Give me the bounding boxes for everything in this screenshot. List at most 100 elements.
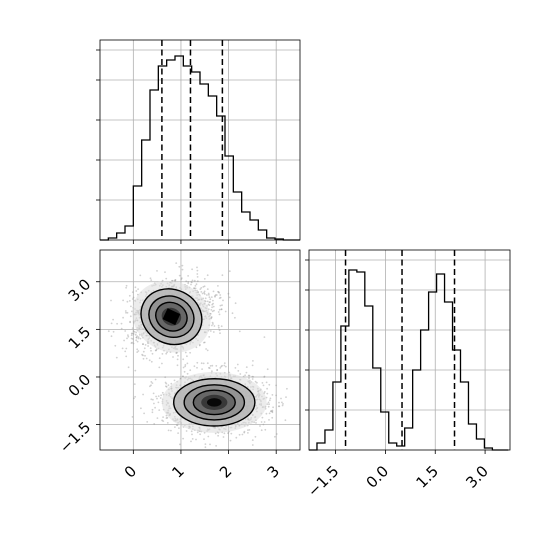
scatter-point bbox=[219, 304, 222, 307]
scatter-point bbox=[199, 288, 202, 290]
scatter-point bbox=[203, 438, 205, 440]
scatter-point bbox=[134, 333, 137, 336]
scatter-point bbox=[132, 342, 135, 345]
scatter-point bbox=[236, 363, 239, 366]
scatter-point bbox=[164, 381, 167, 384]
scatter-point bbox=[125, 311, 127, 314]
scatter-point bbox=[200, 287, 203, 289]
scatter-point bbox=[241, 433, 244, 436]
scatter-point bbox=[256, 381, 258, 384]
grid bbox=[309, 250, 510, 450]
scatter-point bbox=[271, 394, 274, 396]
contour-line bbox=[148, 295, 195, 338]
scatter-point bbox=[281, 404, 284, 407]
scatter-point bbox=[203, 290, 206, 293]
scatter-point bbox=[127, 366, 130, 369]
scatter-point bbox=[229, 439, 232, 442]
scatter-point bbox=[235, 436, 238, 439]
x-tick-label: 2 bbox=[216, 462, 235, 481]
scatter-point bbox=[196, 431, 199, 434]
scatter-point bbox=[186, 372, 189, 375]
scatter-point bbox=[244, 374, 247, 377]
scatter-point bbox=[132, 338, 134, 340]
scatter-point bbox=[278, 401, 280, 404]
scatter-point bbox=[205, 348, 208, 350]
scatter-point bbox=[125, 284, 128, 287]
panel-frame bbox=[99, 39, 301, 241]
scatter-point bbox=[154, 378, 157, 381]
scatter-point bbox=[175, 262, 178, 264]
scatter-point bbox=[133, 383, 136, 385]
scatter-point bbox=[286, 387, 288, 390]
scatter-point bbox=[209, 298, 212, 301]
scatter-point bbox=[141, 353, 144, 356]
scatter-point bbox=[251, 364, 254, 367]
scatter-point bbox=[176, 358, 179, 361]
scatter-point bbox=[204, 443, 207, 445]
scatter-point bbox=[264, 428, 267, 431]
scatter-point bbox=[130, 337, 133, 340]
scatter-point bbox=[267, 401, 270, 404]
scatter-point bbox=[140, 407, 142, 410]
scatter-point bbox=[216, 369, 219, 372]
scatter-point bbox=[251, 378, 254, 380]
scatter-point bbox=[186, 362, 189, 365]
scatter-point bbox=[209, 313, 212, 315]
scatter-point bbox=[189, 369, 192, 372]
scatter-point bbox=[217, 285, 219, 287]
scatter-point bbox=[219, 367, 222, 369]
scatter-point bbox=[112, 330, 115, 333]
scatter-point bbox=[268, 383, 271, 386]
scatter-point bbox=[187, 281, 190, 283]
scatter-point bbox=[150, 398, 153, 401]
scatter-point bbox=[281, 401, 283, 404]
scatter-point bbox=[285, 396, 287, 398]
scatter-point bbox=[196, 276, 199, 278]
scatter-point bbox=[158, 409, 161, 411]
scatter-point bbox=[178, 274, 181, 277]
scatter-point bbox=[228, 270, 231, 273]
scatter-point bbox=[151, 352, 154, 355]
scatter-point bbox=[213, 309, 215, 312]
scatter-point bbox=[199, 433, 202, 436]
scatter-point bbox=[274, 435, 276, 438]
scatter-point bbox=[166, 422, 169, 424]
scatter-point bbox=[206, 300, 209, 303]
scatter-point bbox=[218, 297, 221, 299]
scatter-point bbox=[203, 293, 206, 295]
scatter-point bbox=[269, 410, 272, 413]
scatter-point bbox=[175, 424, 178, 426]
scatter-point bbox=[212, 299, 214, 302]
scatter-point bbox=[248, 374, 251, 377]
scatter-point bbox=[277, 405, 280, 408]
scatter-point bbox=[165, 385, 167, 388]
scatter-point bbox=[223, 362, 226, 364]
scatter-point bbox=[197, 291, 200, 293]
x-tick-label: 0.0 bbox=[363, 462, 393, 492]
scatter-point bbox=[265, 412, 268, 415]
scatter-point bbox=[268, 399, 271, 402]
scatter-point bbox=[268, 419, 270, 421]
scatter-point bbox=[217, 290, 219, 293]
scatter-point bbox=[121, 347, 124, 350]
scatter-point bbox=[122, 316, 124, 319]
scatter-point bbox=[234, 302, 237, 305]
scatter-point bbox=[203, 341, 206, 344]
y-tick-label: 3.0 bbox=[65, 275, 95, 305]
scatter-point bbox=[275, 433, 278, 435]
scatter-point bbox=[215, 294, 218, 296]
scatter-point bbox=[161, 362, 163, 365]
scatter-point bbox=[266, 387, 268, 390]
scatter-point bbox=[148, 359, 151, 362]
scatter-point bbox=[136, 351, 139, 353]
scatter-point bbox=[221, 274, 224, 277]
scatter-point bbox=[210, 316, 213, 319]
scatter-point bbox=[210, 316, 213, 318]
scatter-point bbox=[129, 315, 132, 318]
scatter-point bbox=[206, 288, 209, 290]
scatter-point bbox=[156, 397, 158, 400]
scatter-point bbox=[263, 336, 266, 338]
scatter-point bbox=[194, 285, 197, 287]
scatter-point bbox=[269, 397, 272, 400]
x-tick-label: 3.0 bbox=[462, 462, 492, 492]
